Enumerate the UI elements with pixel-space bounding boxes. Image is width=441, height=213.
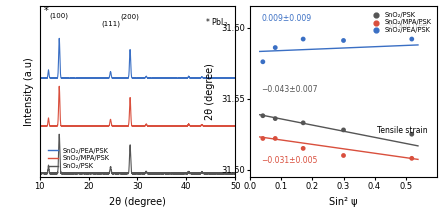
Point: [259, 114, 266, 117]
Text: −0.043±0.007: −0.043±0.007: [261, 85, 318, 94]
Point: [340, 154, 347, 157]
Text: −0.031±0.005: −0.031±0.005: [261, 156, 318, 166]
Point: [408, 37, 415, 41]
Point: [272, 137, 279, 140]
Y-axis label: 2θ (degree): 2θ (degree): [206, 63, 216, 120]
Text: * PbI$_2$: * PbI$_2$: [205, 17, 228, 29]
Point: [259, 60, 266, 63]
Point: [340, 39, 347, 42]
Point: [272, 46, 279, 49]
Point: [272, 117, 279, 120]
Point: [408, 132, 415, 136]
Legend: SnO₂/PEA/PSK, SnO₂/MPA/PSK, SnO₂/PSK: SnO₂/PEA/PSK, SnO₂/MPA/PSK, SnO₂/PSK: [45, 145, 112, 172]
Text: 0.009±0.009: 0.009±0.009: [261, 14, 311, 23]
Y-axis label: Intensity (a.u): Intensity (a.u): [24, 57, 34, 126]
Point: [299, 121, 306, 125]
Point: [299, 37, 306, 41]
Text: Tensile strain: Tensile strain: [377, 126, 427, 135]
Legend: SnO₂/PSK, SnO₂/MPA/PSK, SnO₂/PEA/PSK: SnO₂/PSK, SnO₂/MPA/PSK, SnO₂/PEA/PSK: [368, 10, 433, 35]
X-axis label: Sin² ψ: Sin² ψ: [329, 197, 358, 207]
Text: *: *: [44, 6, 49, 16]
Point: [408, 157, 415, 160]
Text: (200): (200): [121, 13, 139, 20]
Text: (111): (111): [101, 20, 120, 27]
X-axis label: 2θ (degree): 2θ (degree): [109, 197, 166, 207]
Text: (100): (100): [50, 12, 69, 19]
Point: [340, 128, 347, 132]
Point: [299, 147, 306, 150]
Text: Strain free: Strain free: [387, 21, 427, 30]
Point: [259, 137, 266, 140]
